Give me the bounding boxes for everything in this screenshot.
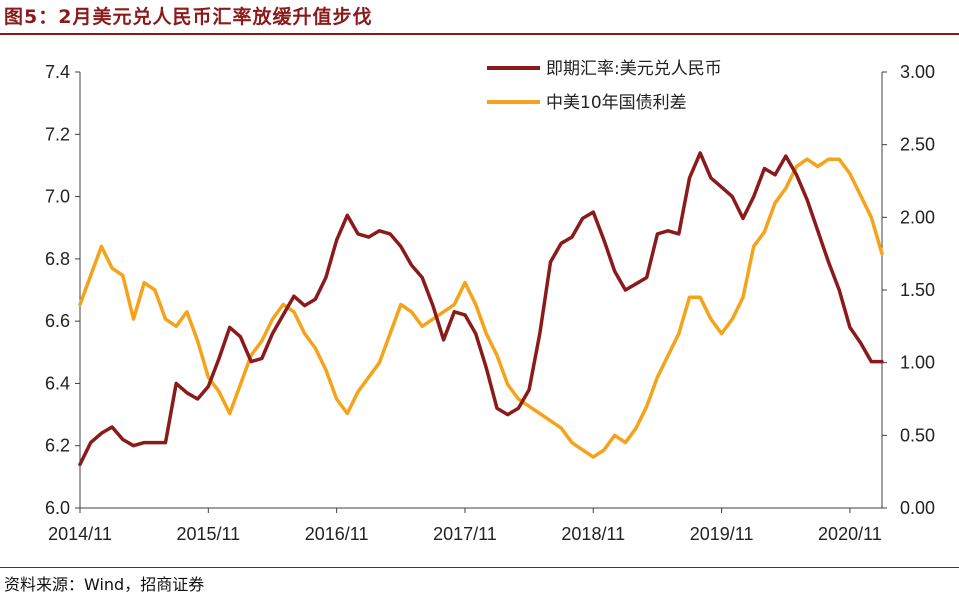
left-tick-label: 7.0 [45,187,70,207]
right-tick-label: 3.00 [900,62,935,82]
right-tick-label: 0.50 [900,425,935,445]
left-tick-label: 6.2 [45,436,70,456]
right-tick-label: 2.00 [900,207,935,227]
left-tick-label: 6.4 [45,373,70,393]
right-tick-label: 0.00 [900,498,935,518]
left-tick-label: 6.8 [45,249,70,269]
x-tick-label: 2018/11 [561,524,625,544]
x-tick-label: 2020/11 [818,524,882,544]
legend-spread-label: 中美10年国债利差 [546,93,687,113]
right-tick-label: 1.00 [900,353,935,373]
x-tick-label: 2017/11 [433,524,497,544]
bond-spread-series-line [78,157,884,459]
left-tick-label: 6.6 [45,311,70,331]
x-tick-label: 2015/11 [176,524,240,544]
chart-canvas: 6.0 6.2 6.4 6.6 6.8 7.0 7.2 7.4 0.00 0.50 1.00 1.50… [45,59,935,544]
left-tick-label: 7.4 [45,62,70,82]
fx-rate-series-line [78,151,884,467]
title-rule [0,33,959,35]
x-tick-label: 2014/11 [48,524,112,544]
x-tick-label: 2019/11 [690,524,754,544]
source-rule [0,567,959,568]
right-tick-label: 2.50 [900,135,935,155]
chart-title: 图5：2月美元兑人民币汇率放缓升值步伐 [4,6,373,28]
x-tick-label: 2016/11 [305,524,369,544]
right-tick-label: 1.50 [900,280,935,300]
left-tick-label: 6.0 [45,498,70,518]
source-note: 资料来源：Wind，招商证券 [4,575,205,594]
legend-fx-label: 即期汇率:美元兑人民币 [546,59,722,79]
left-tick-label: 7.2 [45,124,70,144]
